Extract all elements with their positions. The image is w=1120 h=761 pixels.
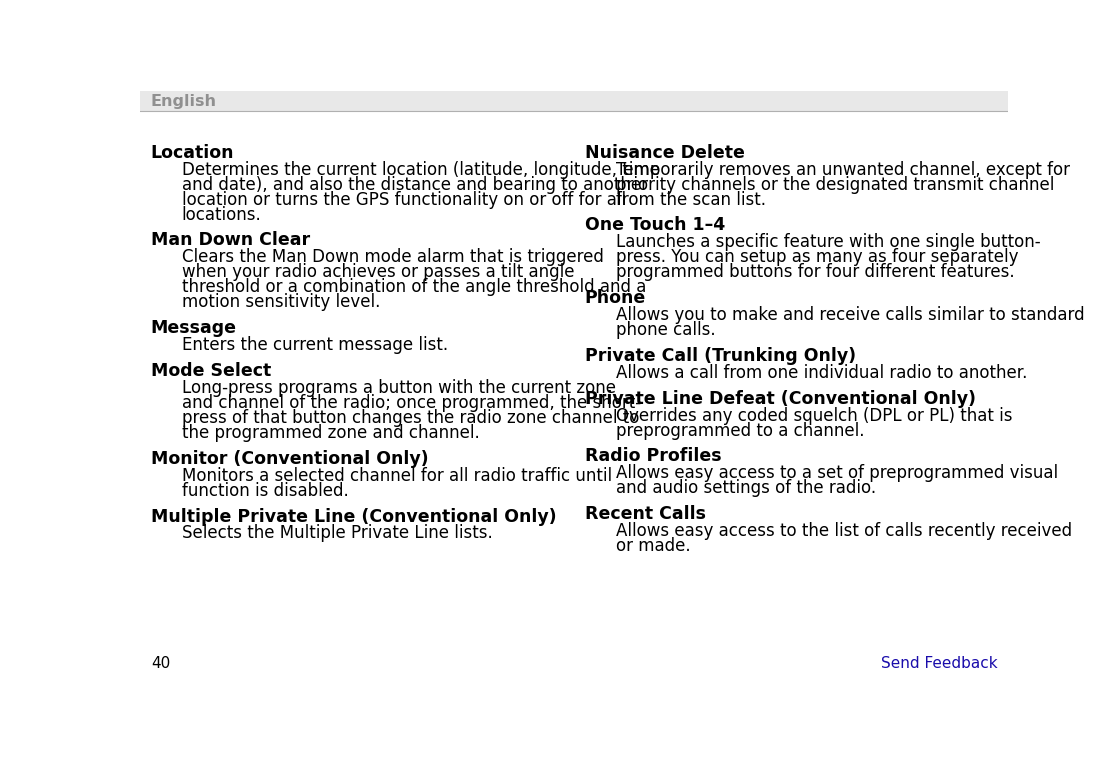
- Text: Message: Message: [151, 320, 236, 337]
- Text: preprogrammed to a channel.: preprogrammed to a channel.: [616, 422, 865, 440]
- Text: Clears the Man Down mode alarm that is triggered: Clears the Man Down mode alarm that is t…: [181, 248, 604, 266]
- Text: location or turns the GPS functionality on or off for all: location or turns the GPS functionality …: [181, 191, 626, 209]
- Text: Overrides any coded squelch (DPL or PL) that is: Overrides any coded squelch (DPL or PL) …: [616, 406, 1012, 425]
- Text: 40: 40: [151, 656, 170, 671]
- Text: phone calls.: phone calls.: [616, 321, 716, 339]
- Text: from the scan list.: from the scan list.: [616, 191, 766, 209]
- Bar: [140, 91, 1008, 111]
- Text: and channel of the radio; once programmed, the short-: and channel of the radio; once programme…: [181, 394, 641, 412]
- Text: motion sensitivity level.: motion sensitivity level.: [181, 294, 380, 311]
- Text: Launches a specific feature with one single button-: Launches a specific feature with one sin…: [616, 234, 1040, 251]
- Text: Long-press programs a button with the current zone: Long-press programs a button with the cu…: [181, 379, 616, 397]
- Text: Location: Location: [151, 144, 234, 161]
- Text: Multiple Private Line (Conventional Only): Multiple Private Line (Conventional Only…: [151, 508, 557, 526]
- Text: Enters the current message list.: Enters the current message list.: [181, 336, 448, 354]
- Text: threshold or a combination of the angle threshold and a: threshold or a combination of the angle …: [181, 279, 646, 297]
- Text: One Touch 1–4: One Touch 1–4: [585, 216, 725, 234]
- Text: Recent Calls: Recent Calls: [585, 505, 706, 524]
- Text: press. You can setup as many as four separately: press. You can setup as many as four sep…: [616, 248, 1018, 266]
- Text: and date), and also the distance and bearing to another: and date), and also the distance and bea…: [181, 176, 647, 193]
- Text: Private Call (Trunking Only): Private Call (Trunking Only): [585, 347, 856, 365]
- Text: English: English: [151, 94, 217, 109]
- Text: Man Down Clear: Man Down Clear: [151, 231, 310, 250]
- Text: or made.: or made.: [616, 537, 690, 556]
- Text: Radio Profiles: Radio Profiles: [585, 447, 721, 466]
- Text: Mode Select: Mode Select: [151, 362, 271, 380]
- Text: locations.: locations.: [181, 205, 262, 224]
- Text: when your radio achieves or passes a tilt angle: when your radio achieves or passes a til…: [181, 263, 575, 282]
- Text: Selects the Multiple Private Line lists.: Selects the Multiple Private Line lists.: [181, 524, 493, 543]
- Text: and audio settings of the radio.: and audio settings of the radio.: [616, 479, 876, 498]
- Text: programmed buttons for four different features.: programmed buttons for four different fe…: [616, 263, 1015, 282]
- Text: Nuisance Delete: Nuisance Delete: [585, 144, 745, 161]
- Text: Phone: Phone: [585, 289, 646, 307]
- Text: Allows you to make and receive calls similar to standard: Allows you to make and receive calls sim…: [616, 306, 1084, 324]
- Text: Determines the current location (latitude, longitude, time: Determines the current location (latitud…: [181, 161, 660, 179]
- Text: priority channels or the designated transmit channel: priority channels or the designated tran…: [616, 176, 1054, 193]
- Text: Allows a call from one individual radio to another.: Allows a call from one individual radio …: [616, 364, 1027, 382]
- Text: Send Feedback: Send Feedback: [880, 656, 997, 671]
- Text: Allows easy access to the list of calls recently received: Allows easy access to the list of calls …: [616, 522, 1072, 540]
- Text: Temporarily removes an unwanted channel, except for: Temporarily removes an unwanted channel,…: [616, 161, 1070, 179]
- Text: Allows easy access to a set of preprogrammed visual: Allows easy access to a set of preprogra…: [616, 464, 1058, 482]
- Text: Monitor (Conventional Only): Monitor (Conventional Only): [151, 450, 429, 468]
- Text: press of that button changes the radio zone channel to: press of that button changes the radio z…: [181, 409, 640, 427]
- Text: the programmed zone and channel.: the programmed zone and channel.: [181, 424, 479, 442]
- Text: Monitors a selected channel for all radio traffic until: Monitors a selected channel for all radi…: [181, 466, 612, 485]
- Text: Private Line Defeat (Conventional Only): Private Line Defeat (Conventional Only): [585, 390, 976, 408]
- Text: function is disabled.: function is disabled.: [181, 482, 348, 500]
